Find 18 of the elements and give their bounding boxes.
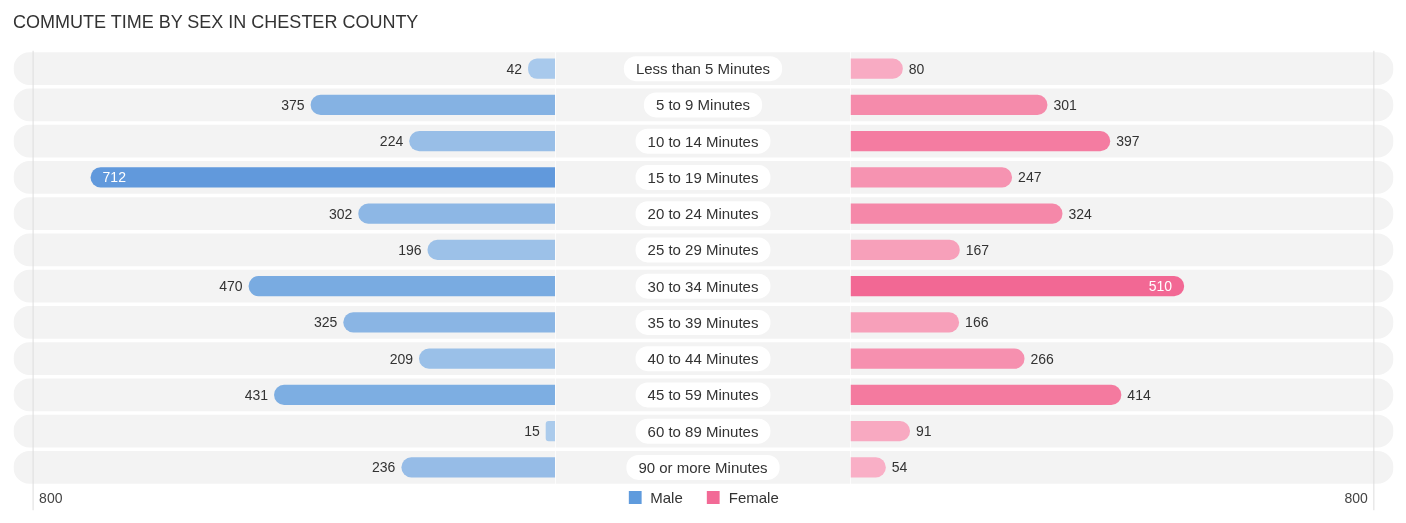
- legend-label: Female: [728, 488, 779, 506]
- ref-line-label: 800: [1344, 490, 1369, 506]
- data-label: 247: [1018, 169, 1042, 186]
- bar: [850, 457, 886, 478]
- data-label: 80: [908, 60, 925, 77]
- data-label: 166: [965, 314, 989, 331]
- data-label: 414: [1127, 386, 1151, 403]
- data-label: 510: [1148, 278, 1173, 295]
- bar: [850, 58, 903, 79]
- data-label: 54: [891, 459, 908, 476]
- data-label: 167: [965, 241, 990, 258]
- data-label: 324: [1068, 205, 1093, 222]
- data-label: 397: [1116, 133, 1140, 150]
- data-label: 266: [1030, 350, 1055, 367]
- y-tick-label: 5 to 9 Minutes: [655, 96, 751, 114]
- bar: [850, 420, 911, 442]
- data-label: 91: [916, 423, 932, 440]
- data-label: 301: [1053, 96, 1077, 113]
